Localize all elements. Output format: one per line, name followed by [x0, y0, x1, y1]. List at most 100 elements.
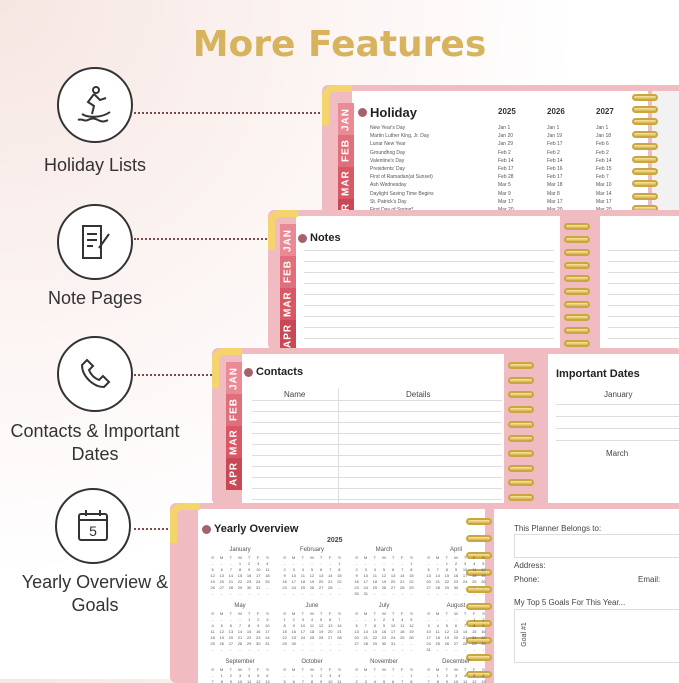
spiral-ring [466, 518, 492, 525]
holiday-cell: Mar 18 [547, 182, 563, 189]
holiday-cell: Feb 7 [596, 174, 609, 181]
tab-apr[interactable]: APR [280, 320, 296, 350]
top-goals-label: My Top 5 Goals For This Year... [514, 598, 626, 607]
month-calendar: OctoberSMTWTFS---12345678910111213141516… [283, 659, 342, 683]
holiday-cell: Valentine's Day [370, 157, 405, 164]
holiday-cell: Jan 1 [498, 125, 511, 131]
feature-label-contacts: Contacts & Important Dates [10, 421, 180, 464]
tab-mar[interactable]: MAR [338, 167, 354, 199]
month-calendar: August S M T W T F S - - - - -1 2 3 4 5 6 7 8 9 10 11 12 13 14 15 1… [426, 603, 486, 652]
holiday-cell: Feb 2 [498, 149, 511, 156]
year-header: 2026 [547, 107, 565, 116]
holiday-cell: First of Ramadan(at Sunset) [370, 174, 433, 181]
feature-label-notes: Note Pages [47, 288, 143, 308]
calendar-5-icon: 5 [55, 488, 131, 564]
email-label: Email: [638, 575, 661, 584]
holiday-cell: Martin Luther King, Jr. Day [370, 133, 430, 140]
tab-feb[interactable]: FEB [226, 394, 242, 426]
spiral-ring [564, 340, 590, 347]
year-header: 2027 [596, 107, 614, 116]
month-calendar: NovemberSMTWTFS------1234567891011121314… [355, 659, 413, 683]
jet-ski-icon [57, 67, 133, 143]
spiral-ring [564, 236, 590, 243]
month-calendar: March S M T W T F S - - - - - -1 2 3 4 5 6 7 8 9 10 11 12 13 14 15 1… [354, 547, 414, 596]
holiday-cell: Mar 10 [596, 182, 612, 189]
goal-1-label: Goal #1 [520, 622, 528, 647]
holiday-cell: Mar 5 [498, 182, 511, 189]
spiral-ring [564, 262, 590, 269]
belongs-label: This Planner Belongs to: [514, 524, 602, 533]
column-name: Name [284, 390, 306, 399]
holiday-cell: New Year's Day [370, 125, 406, 131]
holiday-cell: Feb 2 [596, 149, 609, 156]
tab-apr[interactable]: APR [226, 458, 242, 490]
month-january: January [604, 390, 633, 399]
spiral-ring [466, 552, 492, 559]
holiday-cell: Mar 17 [547, 198, 563, 205]
month-calendar: January S M T W T F S - - -1 2 3 4 5 6 7 8 9 10 11 12 13 14 15 16… [210, 547, 270, 596]
holiday-cell: Presidents' Day [370, 166, 405, 172]
tab-mar[interactable]: MAR [280, 288, 296, 320]
spiral-ring [632, 180, 658, 188]
holiday-cell: Feb 15 [596, 166, 612, 172]
holiday-cell: St. Patrick's Day [370, 198, 407, 205]
holiday-planner: JAN FEB MAR APR Holiday 2025 2026 2027 New Yea… [322, 85, 679, 215]
holiday-cell: Mar 9 [498, 190, 511, 197]
phone-label: Phone: [514, 575, 540, 584]
spiral-ring [466, 603, 492, 610]
holiday-cell: Jan 29 [498, 141, 514, 148]
holiday-cell: Jan 1 [547, 125, 560, 131]
holiday-cell: Feb 17 [547, 141, 563, 148]
holiday-cell: Feb 17 [547, 174, 563, 181]
holiday-cell: Mar 8 [547, 190, 560, 197]
notes-title: Notes [298, 232, 341, 244]
yearly-planner: Yearly Overview 2025 January S M T W T F S - - -1 2… [170, 503, 679, 683]
year-header: 2025 [498, 107, 516, 116]
spiral-ring [564, 288, 590, 295]
spiral-ring [564, 301, 590, 308]
holiday-cell: Ash Wednesday [370, 182, 407, 189]
holiday-cell: Jan 19 [547, 133, 563, 140]
spiral-ring [508, 449, 534, 457]
spiral-ring [466, 535, 492, 542]
contacts-title: Contacts [244, 366, 303, 378]
yearly-title: Yearly Overview [202, 523, 298, 535]
tab-feb[interactable]: FEB [338, 135, 354, 167]
spiral-ring [466, 671, 492, 678]
holiday-cell: Feb 14 [498, 157, 514, 164]
spiral-ring [632, 143, 658, 151]
phone-icon [57, 336, 133, 412]
spiral-ring [564, 327, 590, 334]
holiday-cell: Mar 14 [596, 190, 612, 197]
month-calendar: April S M T W T F S - -1 2 3 4 5 6 7 8 9 10 11 12 13 14 15 16 17 1… [426, 547, 486, 596]
year-label: 2025 [327, 537, 343, 544]
notes-planner: JAN FEB MAR APR Notes [268, 210, 679, 350]
spiral-ring [632, 106, 658, 114]
spiral-ring [508, 435, 534, 443]
spiral-ring [466, 586, 492, 593]
holiday-cell: Feb 6 [596, 141, 609, 148]
spiral-ring [632, 155, 658, 163]
tab-feb[interactable]: FEB [280, 256, 296, 288]
holiday-cell: Feb 14 [596, 157, 612, 164]
contacts-planner: JAN FEB MAR APR Contacts Name Details Impor… [212, 348, 679, 505]
month-calendar: May S M T W T F S - - - -1 2 3 4 5 6 7 8 9 10 11 12 13 14 15 16 17 1… [210, 603, 270, 652]
spiral-ring [508, 479, 534, 487]
holiday-cell: Feb 14 [547, 157, 563, 164]
spiral-ring [564, 249, 590, 256]
spiral-ring [564, 314, 590, 321]
month-calendar: DecemberSMTWTFS-123456789101112131415161… [427, 659, 486, 683]
spiral-ring [632, 130, 658, 138]
spiral-ring [508, 464, 534, 472]
spiral-ring [632, 93, 658, 101]
spiral-ring [466, 654, 492, 661]
holiday-title: Holiday [358, 105, 417, 120]
holiday-cell: Jan 20 [498, 133, 514, 140]
feature-label-yearly: Yearly Overview & Goals [21, 572, 169, 615]
holiday-cell: Feb 2 [547, 149, 560, 156]
holiday-cell: Feb 28 [498, 174, 514, 181]
tab-mar[interactable]: MAR [226, 426, 242, 458]
spiral-ring [632, 168, 658, 176]
spiral-ring [632, 118, 658, 126]
holiday-cell: Mar 17 [596, 198, 612, 205]
